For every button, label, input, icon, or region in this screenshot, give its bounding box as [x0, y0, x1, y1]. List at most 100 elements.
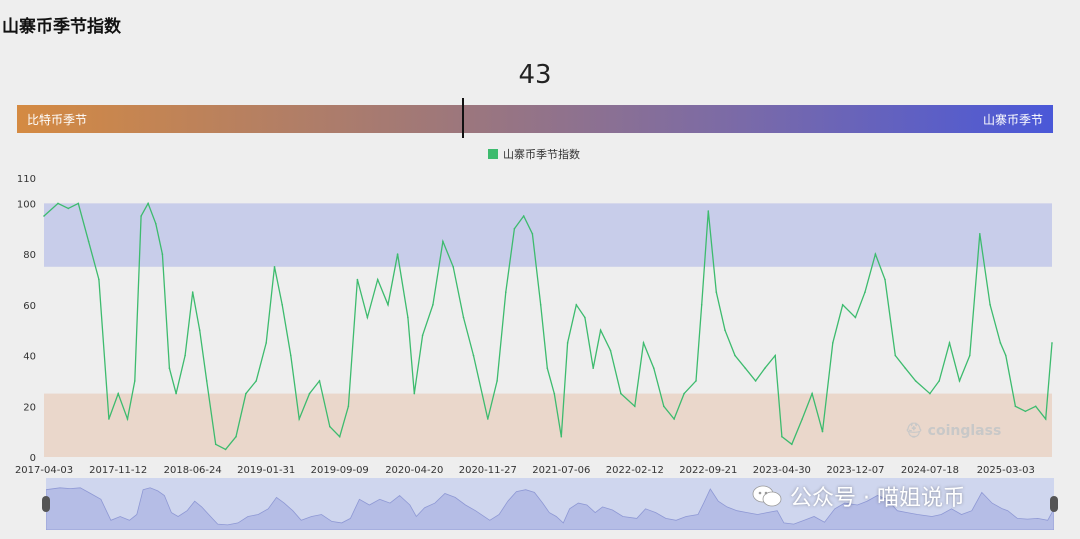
- data-point: [609, 349, 612, 352]
- x-tick-label: 2018-06-24: [164, 465, 222, 476]
- wechat-icon: [752, 485, 782, 507]
- data-point: [754, 380, 757, 382]
- data-point: [155, 222, 157, 225]
- data-point: [255, 380, 257, 382]
- y-tick-label: 40: [23, 352, 36, 363]
- data-point: [791, 443, 793, 446]
- data-point: [442, 240, 444, 243]
- data-point: [854, 316, 857, 319]
- data-point: [801, 418, 803, 420]
- legend-label: 山寨币季节指数: [503, 148, 580, 161]
- data-point: [774, 354, 776, 357]
- data-point: [513, 227, 516, 230]
- data-point: [929, 392, 931, 395]
- altcoin-season-chart: 0 20 40 60 80 100 110 2017-04-03 2017-11-12 2018-…: [15, 174, 1053, 476]
- data-point: [505, 291, 507, 293]
- data-point: [496, 380, 498, 382]
- data-point: [472, 354, 475, 357]
- data-point: [140, 215, 142, 217]
- data-point: [958, 380, 961, 382]
- slider-left-handle[interactable]: [42, 496, 50, 512]
- data-point: [184, 354, 186, 357]
- data-point: [396, 253, 399, 255]
- data-point: [841, 304, 844, 306]
- data-point: [462, 316, 465, 319]
- data-point: [599, 329, 602, 331]
- data-point: [948, 342, 951, 344]
- x-tick-label: 2017-11-12: [89, 465, 147, 476]
- data-point: [147, 202, 149, 205]
- current-index-value: 43: [518, 60, 552, 90]
- x-tick-label: 2020-04-20: [385, 465, 443, 476]
- data-point: [421, 334, 424, 337]
- data-point: [1034, 405, 1037, 408]
- data-point: [553, 392, 556, 395]
- data-point: [273, 266, 276, 268]
- gauge-left-label: 比特币季节: [27, 113, 88, 127]
- data-point: [884, 278, 886, 281]
- data-point: [387, 304, 389, 306]
- x-tick-label: 2019-01-31: [237, 465, 295, 476]
- x-tick-label: 2023-12-07: [826, 465, 884, 476]
- data-point: [1005, 354, 1007, 357]
- x-tick-label: 2019-09-09: [311, 465, 369, 476]
- data-point: [1051, 342, 1053, 344]
- data-point: [347, 405, 350, 408]
- x-tick-label: 2021-07-06: [532, 465, 590, 476]
- data-point: [724, 329, 726, 331]
- coinglass-text: coinglass: [927, 423, 1002, 439]
- data-point: [168, 367, 171, 369]
- data-point: [265, 342, 268, 344]
- data-point: [642, 342, 645, 344]
- data-point: [161, 253, 164, 255]
- data-point: [914, 380, 917, 382]
- data-point: [413, 392, 416, 395]
- x-tick-label: 2022-02-12: [606, 465, 664, 476]
- data-point: [432, 304, 434, 306]
- y-tick-label: 80: [23, 250, 36, 261]
- data-point: [811, 392, 813, 395]
- gauge-right-label: 山寨币季节: [982, 113, 1043, 127]
- x-tick-label: 2023-04-30: [753, 465, 811, 476]
- data-point: [560, 435, 563, 438]
- x-tick-label: 2022-09-21: [679, 465, 737, 476]
- gauge-marker: [461, 98, 464, 138]
- x-tick-label: 2024-07-18: [901, 465, 959, 476]
- data-point: [707, 210, 710, 212]
- data-point: [734, 354, 736, 357]
- zoom-slider[interactable]: [42, 478, 1058, 530]
- data-point: [894, 354, 897, 357]
- data-point: [821, 430, 824, 433]
- data-point: [1014, 405, 1017, 408]
- data-point: [87, 240, 90, 243]
- data-point: [999, 342, 1002, 344]
- coinglass-watermark: ⛑ coinglass: [905, 423, 1001, 439]
- data-point: [531, 233, 534, 235]
- data-point: [832, 342, 834, 344]
- x-tick-label: 2017-04-03: [15, 465, 73, 476]
- data-point: [584, 316, 586, 319]
- data-point: [487, 418, 489, 420]
- slider-right-handle[interactable]: [1050, 496, 1058, 512]
- data-point: [376, 278, 379, 281]
- y-tick-label: 100: [17, 199, 36, 210]
- data-point: [620, 392, 622, 395]
- y-tick-label: 0: [30, 453, 36, 464]
- data-point: [566, 342, 569, 344]
- data-point: [245, 392, 247, 395]
- data-point: [338, 435, 341, 438]
- data-point: [700, 304, 703, 306]
- data-point: [318, 380, 321, 382]
- legend-swatch: [488, 149, 498, 159]
- y-tick-label: 110: [17, 174, 36, 185]
- data-point: [715, 291, 718, 293]
- data-point: [329, 425, 331, 428]
- data-point: [575, 304, 578, 306]
- data-point: [57, 202, 59, 205]
- data-point: [77, 202, 80, 205]
- data-point: [864, 291, 866, 293]
- chart-legend[interactable]: 山寨币季节指数: [488, 146, 580, 162]
- data-point: [308, 392, 311, 395]
- data-point: [67, 207, 70, 210]
- data-point: [191, 291, 194, 293]
